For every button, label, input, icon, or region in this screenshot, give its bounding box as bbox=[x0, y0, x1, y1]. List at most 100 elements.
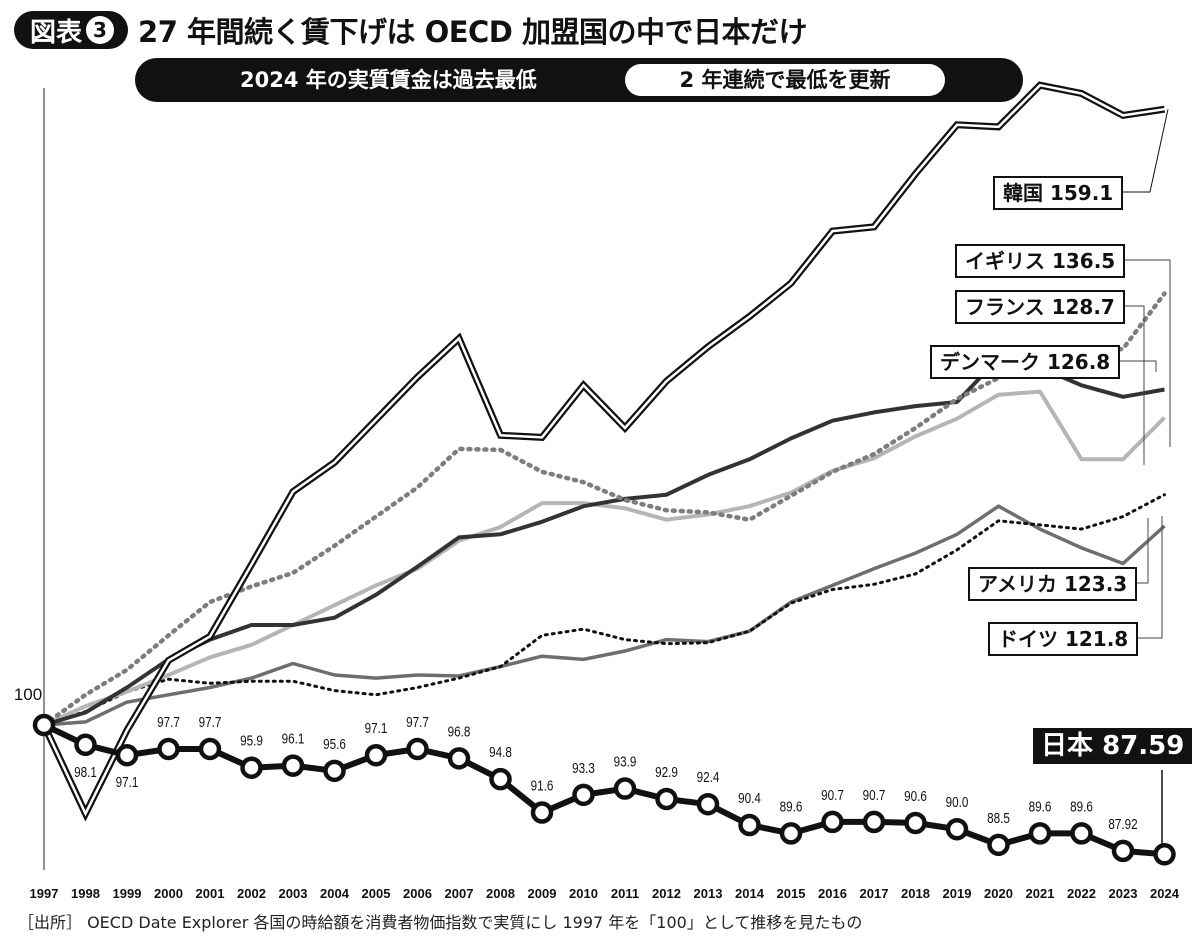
japan-data-label: 94.8 bbox=[489, 744, 512, 761]
x-tick-label: 1998 bbox=[71, 886, 100, 901]
leader-line bbox=[1120, 360, 1157, 372]
x-tick-label: 2009 bbox=[528, 886, 557, 901]
japan-marker bbox=[406, 737, 429, 761]
x-tick-label: 2008 bbox=[486, 886, 515, 901]
chart-title: 27 年間続く賃下げは OECD 加盟国の中で日本だけ bbox=[138, 15, 807, 49]
japan-marker bbox=[157, 737, 180, 761]
x-tick-label: 2006 bbox=[403, 886, 432, 901]
x-tick-label: 2007 bbox=[445, 886, 474, 901]
japan-marker bbox=[613, 777, 637, 800]
japan-data-label: 90.7 bbox=[821, 787, 844, 804]
leader-line bbox=[1120, 305, 1145, 465]
series-line-フランス bbox=[43, 389, 1166, 727]
japan-marker bbox=[1153, 843, 1176, 866]
japan-marker bbox=[696, 792, 720, 816]
series-end-value: 126.8 bbox=[1040, 350, 1111, 374]
series-name: フランス bbox=[965, 295, 1045, 319]
x-tick-label: 2001 bbox=[196, 886, 225, 901]
japan-data-label: 96.8 bbox=[448, 723, 471, 740]
japan-data-label: 90.6 bbox=[904, 788, 927, 805]
japan-data-label: 93.9 bbox=[614, 753, 637, 770]
japan-marker bbox=[904, 811, 927, 835]
x-tick-label: 2015 bbox=[777, 886, 806, 901]
japan-data-label: 88.5 bbox=[987, 809, 1010, 826]
japan-marker bbox=[862, 810, 886, 834]
japan-data-label: 89.6 bbox=[1070, 798, 1093, 815]
japan-data-label: 98.1 bbox=[74, 763, 97, 780]
japan-marker bbox=[738, 813, 761, 837]
japan-marker bbox=[530, 801, 554, 824]
japan-data-label: 92.4 bbox=[697, 769, 720, 786]
japan-marker bbox=[323, 759, 346, 783]
japan-marker bbox=[281, 754, 305, 777]
japan-marker bbox=[945, 817, 969, 841]
japan-marker bbox=[1111, 839, 1135, 863]
series-end-value: 87.59 bbox=[1093, 731, 1185, 761]
japan-data-label: 95.6 bbox=[323, 735, 346, 752]
japan-data-label: 87.92 bbox=[1108, 815, 1137, 832]
x-tick-label: 2013 bbox=[694, 886, 723, 901]
series-end-value: 128.7 bbox=[1044, 295, 1115, 319]
series-line-japan bbox=[42, 722, 1165, 858]
x-tick-label: 2017 bbox=[860, 886, 889, 901]
series-end-value: 136.5 bbox=[1045, 249, 1116, 273]
x-tick-label: 2018 bbox=[901, 886, 930, 901]
series-label-box: 韓国 159.1 bbox=[993, 176, 1124, 210]
japan-marker bbox=[447, 747, 471, 770]
series-line-デンマーク bbox=[41, 291, 1167, 728]
japan-data-label: 90.7 bbox=[863, 787, 886, 804]
japan-data-label: 95.9 bbox=[240, 732, 263, 749]
japan-data-label: 97.7 bbox=[157, 714, 180, 731]
x-tick-label: 2023 bbox=[1109, 886, 1138, 901]
x-tick-label: 2012 bbox=[652, 886, 681, 901]
series-name: デンマーク bbox=[940, 350, 1040, 374]
japan-data-label: 92.9 bbox=[655, 764, 678, 781]
japan-data-label: 93.3 bbox=[572, 759, 595, 776]
japan-label-box: 日本 87.59 bbox=[1033, 728, 1193, 764]
x-tick-label: 1999 bbox=[113, 886, 142, 901]
title-row: 図表 3 27 年間続く賃下げは OECD 加盟国の中で日本だけ bbox=[14, 10, 807, 50]
figure-badge: 図表 3 bbox=[14, 11, 129, 49]
japan-marker bbox=[779, 822, 803, 845]
leader-line bbox=[1122, 109, 1169, 193]
japan-data-label: 96.1 bbox=[282, 730, 305, 747]
japan-data-label: 91.6 bbox=[531, 777, 554, 794]
subtitle-bar: 2024 年の実質賃金は過去最低 2 年連続で最低を更新 bbox=[135, 58, 1023, 102]
x-tick-label: 2004 bbox=[320, 886, 350, 901]
japan-data-label: 97.7 bbox=[199, 714, 222, 731]
japan-data-label: 97.1 bbox=[365, 720, 388, 737]
japan-marker bbox=[240, 756, 263, 779]
x-tick-label: 2014 bbox=[735, 886, 765, 901]
japan-marker bbox=[364, 743, 388, 767]
japan-marker bbox=[821, 810, 844, 834]
series-line-ドイツ bbox=[43, 504, 1166, 727]
leader-line bbox=[1130, 516, 1163, 639]
series-line-イギリス bbox=[43, 356, 1165, 727]
japan-marker bbox=[74, 733, 97, 757]
series-name: 韓国 bbox=[1003, 181, 1043, 205]
series-line-アメリカ bbox=[42, 493, 1166, 727]
x-tick-label: 2024 bbox=[1150, 886, 1180, 901]
japan-data-label: 90.4 bbox=[738, 790, 761, 807]
series-line-korea-inner bbox=[42, 83, 1165, 817]
japan-marker bbox=[655, 787, 678, 811]
x-tick-label: 2019 bbox=[943, 886, 972, 901]
japan-marker bbox=[115, 743, 139, 767]
japan-data-label: 97.1 bbox=[116, 774, 139, 791]
x-tick-label: 2021 bbox=[1026, 886, 1055, 901]
series-name: ドイツ bbox=[998, 627, 1058, 651]
source-note: ［出所］ OECD Date Explorer 各国の時給額を消費者物価指数で実… bbox=[18, 913, 863, 932]
japan-marker bbox=[987, 833, 1010, 857]
series-label-box: アメリカ 123.3 bbox=[968, 567, 1138, 601]
series-label-box: デンマーク 126.8 bbox=[930, 345, 1121, 379]
x-tick-label: 2003 bbox=[279, 886, 308, 901]
series-end-value: 159.1 bbox=[1043, 181, 1114, 205]
x-tick-label: 1997 bbox=[30, 886, 59, 901]
japan-marker bbox=[32, 713, 56, 737]
subtitle-left: 2024 年の実質賃金は過去最低 bbox=[240, 68, 537, 92]
series-name: 日本 bbox=[1041, 731, 1094, 761]
series-end-value: 121.8 bbox=[1058, 627, 1129, 651]
x-tick-label: 2011 bbox=[611, 886, 639, 901]
series-name: アメリカ bbox=[978, 572, 1057, 596]
